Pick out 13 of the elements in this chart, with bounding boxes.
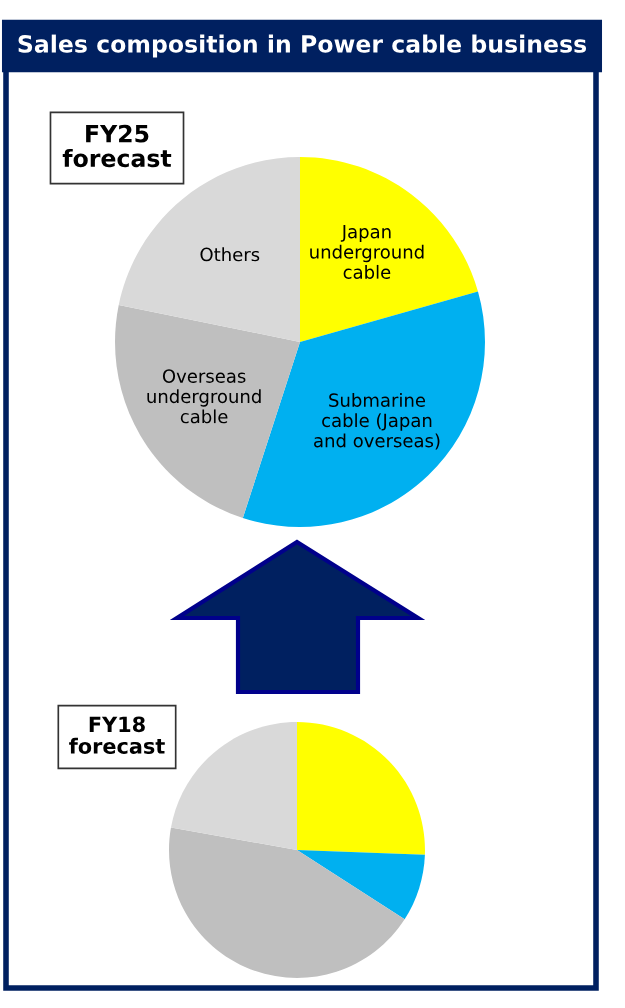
chart-title: FY18 forecast [69,716,165,754]
pie-slice [115,305,300,518]
slice-label: Overseas underground cable [147,369,261,424]
pie-slice [297,850,425,920]
slice-label: Others [200,247,260,262]
text: Sales composition in Power cable business [18,34,587,58]
pie-slice [300,157,478,342]
pie-slice [169,827,405,978]
pie-slice [170,722,297,850]
slice-label: Japan underground cable [310,225,424,279]
slice-label: Submarine cable (Japan and overseas) [314,393,440,450]
pie-slice [297,722,425,855]
chart-title: FY25 forecast [62,124,172,168]
